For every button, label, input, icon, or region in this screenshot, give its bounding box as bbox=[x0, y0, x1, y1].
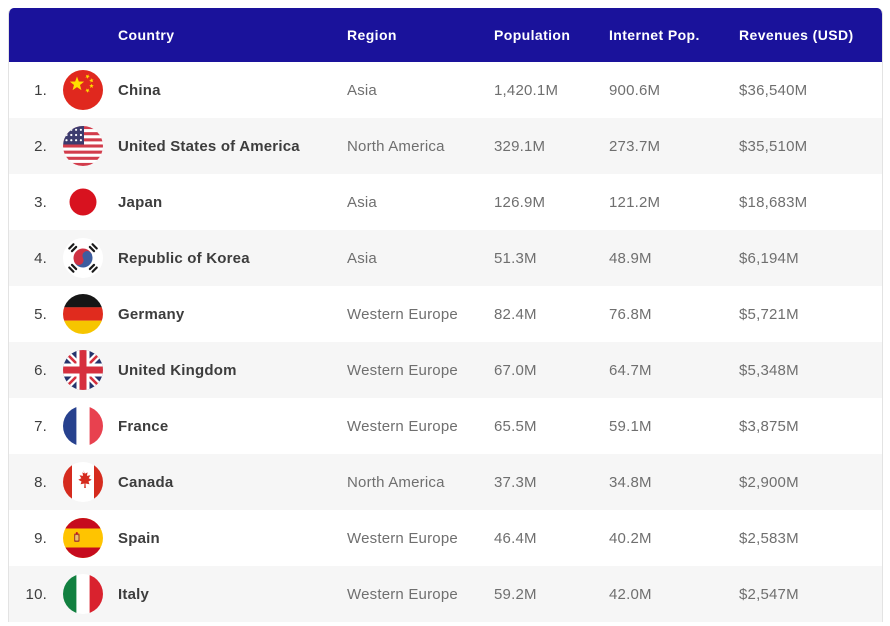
population-value: 126.9M bbox=[494, 193, 546, 211]
region-value: Western Europe bbox=[347, 585, 458, 603]
column-header-revenues[interactable]: Revenues (USD) bbox=[739, 27, 854, 43]
china-flag-icon bbox=[63, 70, 103, 110]
column-header-internet-pop[interactable]: Internet Pop. bbox=[609, 27, 700, 43]
country-name: France bbox=[118, 417, 169, 435]
country-name: Spain bbox=[118, 529, 160, 547]
country-name: Italy bbox=[118, 585, 150, 603]
rank-label: 3. bbox=[34, 193, 47, 211]
region-value: Western Europe bbox=[347, 417, 458, 435]
flag-cell bbox=[55, 406, 111, 446]
internet-pop-value: 121.2M bbox=[609, 193, 661, 211]
table-header-row: Country Region Population Internet Pop. … bbox=[9, 8, 882, 62]
region-value: Western Europe bbox=[347, 305, 458, 323]
population-value: 1,420.1M bbox=[494, 81, 559, 99]
revenues-value: $2,547M bbox=[739, 585, 799, 603]
france-flag-icon bbox=[63, 406, 103, 446]
country-name: United States of America bbox=[118, 137, 300, 155]
region-value: Asia bbox=[347, 249, 377, 267]
internet-pop-value: 42.0M bbox=[609, 585, 652, 603]
flag-cell bbox=[55, 238, 111, 278]
revenues-value: $35,510M bbox=[739, 137, 808, 155]
revenues-value: $6,194M bbox=[739, 249, 799, 267]
region-value: Western Europe bbox=[347, 361, 458, 379]
rank-label: 2. bbox=[34, 137, 47, 155]
internet-pop-value: 76.8M bbox=[609, 305, 652, 323]
flag-cell bbox=[55, 294, 111, 334]
country-name: Republic of Korea bbox=[118, 249, 250, 267]
flag-cell bbox=[55, 350, 111, 390]
country-name: United Kingdom bbox=[118, 361, 237, 379]
flag-cell bbox=[55, 462, 111, 502]
region-value: Asia bbox=[347, 193, 377, 211]
table-row[interactable]: 1. China Asia 1,420.1M 900.6M $36,540M bbox=[9, 62, 882, 118]
population-value: 67.0M bbox=[494, 361, 537, 379]
table-row[interactable]: 7. France Western Europe 65.5M 59.1M $3,… bbox=[9, 398, 882, 454]
revenues-value: $2,900M bbox=[739, 473, 799, 491]
population-value: 65.5M bbox=[494, 417, 537, 435]
uk-flag-icon bbox=[63, 350, 103, 390]
rank-label: 5. bbox=[34, 305, 47, 323]
canada-flag-icon bbox=[63, 462, 103, 502]
population-value: 37.3M bbox=[494, 473, 537, 491]
table-row[interactable]: 3. Japan Asia 126.9M 121.2M $18,683M bbox=[9, 174, 882, 230]
japan-flag-icon bbox=[63, 182, 103, 222]
region-value: Asia bbox=[347, 81, 377, 99]
rank-label: 7. bbox=[34, 417, 47, 435]
internet-pop-value: 34.8M bbox=[609, 473, 652, 491]
column-header-region[interactable]: Region bbox=[347, 27, 397, 43]
rank-label: 10. bbox=[25, 585, 47, 603]
rank-label: 1. bbox=[34, 81, 47, 99]
table-row[interactable]: 6. United Kingdom Western Europe 67.0M 6… bbox=[9, 342, 882, 398]
revenues-value: $2,583M bbox=[739, 529, 799, 547]
internet-pop-value: 64.7M bbox=[609, 361, 652, 379]
table-row[interactable]: 10. Italy Western Europe 59.2M 42.0M $2,… bbox=[9, 566, 882, 622]
population-value: 82.4M bbox=[494, 305, 537, 323]
revenues-value: $5,721M bbox=[739, 305, 799, 323]
rank-label: 9. bbox=[34, 529, 47, 547]
column-header-country[interactable]: Country bbox=[118, 27, 175, 43]
table-row[interactable]: 4. Republic of Korea Asia 51.3M 48.9M $6… bbox=[9, 230, 882, 286]
germany-flag-icon bbox=[63, 294, 103, 334]
region-value: North America bbox=[347, 137, 445, 155]
revenues-value: $5,348M bbox=[739, 361, 799, 379]
table-row[interactable]: 2. United States of America North Americ… bbox=[9, 118, 882, 174]
internet-pop-value: 40.2M bbox=[609, 529, 652, 547]
usa-flag-icon bbox=[63, 126, 103, 166]
column-header-population[interactable]: Population bbox=[494, 27, 571, 43]
table-row[interactable]: 9. Spain Western Europe 46.4M 40.2M $2,5… bbox=[9, 510, 882, 566]
rank-label: 8. bbox=[34, 473, 47, 491]
region-value: North America bbox=[347, 473, 445, 491]
flag-cell bbox=[55, 70, 111, 110]
south-korea-flag-icon bbox=[63, 238, 103, 278]
population-value: 59.2M bbox=[494, 585, 537, 603]
table-row[interactable]: 8. Canada North America 37.3M 34.8M $2,9… bbox=[9, 454, 882, 510]
population-value: 51.3M bbox=[494, 249, 537, 267]
country-name: Japan bbox=[118, 193, 163, 211]
revenues-value: $36,540M bbox=[739, 81, 808, 99]
population-value: 329.1M bbox=[494, 137, 546, 155]
internet-pop-value: 273.7M bbox=[609, 137, 661, 155]
flag-cell bbox=[55, 126, 111, 166]
country-name: China bbox=[118, 81, 161, 99]
revenues-value: $18,683M bbox=[739, 193, 808, 211]
flag-cell bbox=[55, 518, 111, 558]
flag-cell bbox=[55, 574, 111, 614]
revenues-value: $3,875M bbox=[739, 417, 799, 435]
table-body: 1. China Asia 1,420.1M 900.6M $36,540M 2… bbox=[9, 62, 882, 622]
population-value: 46.4M bbox=[494, 529, 537, 547]
spain-flag-icon bbox=[63, 518, 103, 558]
rank-label: 4. bbox=[34, 249, 47, 267]
rank-label: 6. bbox=[34, 361, 47, 379]
country-name: Canada bbox=[118, 473, 174, 491]
table-row[interactable]: 5. Germany Western Europe 82.4M 76.8M $5… bbox=[9, 286, 882, 342]
italy-flag-icon bbox=[63, 574, 103, 614]
flag-cell bbox=[55, 182, 111, 222]
internet-pop-value: 59.1M bbox=[609, 417, 652, 435]
country-name: Germany bbox=[118, 305, 185, 323]
internet-pop-value: 48.9M bbox=[609, 249, 652, 267]
internet-pop-value: 900.6M bbox=[609, 81, 661, 99]
country-stats-table: Country Region Population Internet Pop. … bbox=[8, 8, 883, 622]
region-value: Western Europe bbox=[347, 529, 458, 547]
